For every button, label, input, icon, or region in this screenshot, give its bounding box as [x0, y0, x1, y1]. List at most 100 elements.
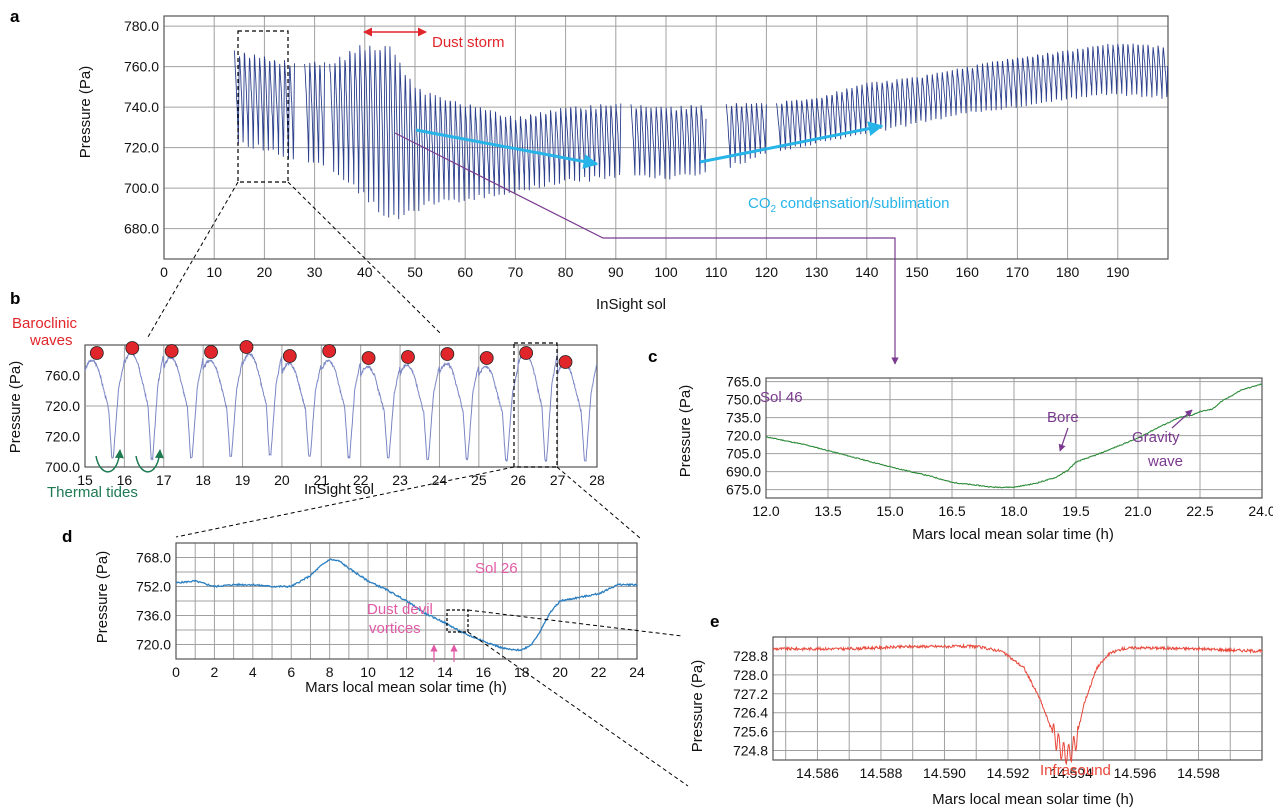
panel-label-e: e	[710, 612, 719, 631]
x-tick-label: 20	[257, 264, 273, 280]
co2-label-sub: 2	[771, 204, 777, 215]
co2-label-prefix: CO	[748, 195, 771, 212]
panel-a-xlabel: InSight sol	[596, 296, 666, 313]
series-line-segment	[329, 45, 622, 220]
chart-panel-c: 12.0 13.5 15.0 16.5 18.0 19.5 21.0 22.5 24.0 675.…	[726, 374, 1273, 519]
x-tick-label: 18	[195, 472, 211, 488]
plot-frame	[765, 377, 1263, 499]
sol26-label: Sol 26	[475, 560, 518, 577]
y-tick-label: 720.0	[136, 637, 171, 653]
panel-c-ylabel: Pressure (Pa)	[677, 385, 694, 478]
thermal-tide-arrow-1	[95, 449, 124, 473]
y-tick-label: 750.0	[726, 392, 761, 408]
x-tick-label: 14.592	[987, 765, 1030, 781]
zoom-line-d-e-bottom	[467, 631, 689, 787]
baroclinic-wave-dot	[204, 345, 218, 359]
panel-c-xlabel: Mars local mean solar time (h)	[912, 526, 1114, 543]
x-tick-label: 180	[1056, 264, 1080, 280]
x-tick-label: 190	[1106, 264, 1130, 280]
x-tick-label: 20	[274, 472, 290, 488]
y-tick-label: 736.0	[136, 608, 171, 624]
dust-storm-label: Dust storm	[432, 34, 505, 51]
x-tick-label: 170	[1006, 264, 1030, 280]
panel-e-ylabel: Pressure (Pa)	[689, 660, 706, 753]
bore-label: Bore	[1047, 409, 1079, 426]
plot-frame	[772, 636, 1263, 761]
baroclinic-wave-dot	[558, 355, 573, 369]
x-tick-label: 12	[399, 664, 415, 680]
y-tick-label: 675.0	[726, 482, 761, 498]
panel-e-xlabel: Mars local mean solar time (h)	[932, 791, 1134, 808]
panel-d-xlabel: Mars local mean solar time (h)	[305, 679, 507, 696]
plot-frame	[163, 15, 1169, 260]
chart-panel-a: 0 10 20 30 40 50 60 70 80 90 100 110 120 130 140 150 160…	[124, 15, 1169, 280]
y-tick-label: 735.0	[726, 410, 761, 426]
x-tick-label: 50	[407, 264, 423, 280]
gravity-wave-label-line2: wave	[1147, 453, 1183, 470]
y-tick-label: 726.4	[733, 705, 768, 721]
x-tick-label: 24	[629, 664, 645, 680]
x-tick-label: 10	[360, 664, 376, 680]
panel-label-c: c	[648, 347, 657, 366]
x-tick-label: 14.588	[860, 765, 903, 781]
zoom-line-d-e-top	[467, 609, 683, 637]
panel-b-ylabel: Pressure (Pa)	[7, 361, 24, 454]
y-tick-label: 690.0	[726, 464, 761, 480]
zoom-line-b-d-right	[556, 466, 641, 539]
x-tick-label: 19.5	[1062, 503, 1089, 519]
bore-arrow	[1058, 427, 1069, 452]
panel-label-a: a	[10, 7, 20, 26]
baroclinic-wave-dot	[125, 341, 140, 355]
baroclinic-wave-dot	[89, 346, 104, 360]
gravity-wave-arrow	[1171, 409, 1193, 429]
series-line-segment	[775, 43, 1169, 151]
baroclinic-wave-dot	[440, 347, 455, 361]
y-tick-label: 728.8	[733, 648, 768, 664]
co2-arrow-up	[699, 121, 884, 164]
y-tick-label: 752.0	[136, 579, 171, 595]
baroclinic-wave-dot	[519, 346, 534, 360]
zoom-box-b-to-d	[513, 342, 558, 468]
co2-label-suffix: condensation/sublimation	[776, 195, 949, 212]
y-tick-label: 705.0	[726, 446, 761, 462]
x-tick-label: 0	[172, 664, 180, 680]
x-tick-label: 80	[558, 264, 574, 280]
series-line	[175, 558, 638, 652]
x-tick-label: 24.0	[1248, 503, 1273, 519]
x-tick-label: 15	[77, 472, 93, 488]
y-tick-label: 760.0	[124, 59, 159, 75]
y-tick-label: 724.8	[733, 743, 768, 759]
x-tick-label: 14	[437, 664, 453, 680]
chart-panel-e: 14.586 14.588 14.590 14.592 14.594 14.596 14.5…	[733, 636, 1263, 781]
baroclinic-wave-dot	[479, 351, 494, 365]
zoom-line-b-d-left	[175, 466, 515, 538]
x-tick-label: 17	[156, 472, 172, 488]
y-tick-label: 760.0	[45, 368, 80, 384]
x-tick-label: 15.0	[876, 503, 903, 519]
panel-b-xlabel: InSight sol	[304, 481, 374, 498]
sol46-label: Sol 46	[760, 389, 803, 406]
x-tick-label: 14.590	[923, 765, 966, 781]
dust-devil-label-line2: vortices	[369, 620, 421, 637]
x-tick-label: 4	[249, 664, 257, 680]
baroclinic-wave-dot	[322, 344, 337, 358]
x-tick-label: 23	[392, 472, 408, 488]
y-tick-label: 680.0	[124, 221, 159, 237]
infrasound-label: Infrasound	[1040, 762, 1111, 779]
x-tick-label: 6	[287, 664, 295, 680]
x-tick-label: 19	[235, 472, 251, 488]
y-tick-label: 720.0	[45, 429, 80, 445]
series-line	[772, 643, 1263, 766]
zoom-line-a-b-right	[287, 181, 441, 334]
baroclinic-wave-dot	[282, 349, 297, 363]
series-line	[84, 351, 598, 462]
y-tick-label: 740.0	[124, 99, 159, 115]
series-line-segment	[630, 104, 707, 180]
x-tick-label: 22.5	[1186, 503, 1213, 519]
x-tick-label: 12.0	[752, 503, 779, 519]
x-tick-label: 14.596	[1114, 765, 1157, 781]
series-line-segment	[233, 50, 295, 160]
y-tick-label: 720.0	[124, 140, 159, 156]
x-tick-label: 27	[550, 472, 566, 488]
